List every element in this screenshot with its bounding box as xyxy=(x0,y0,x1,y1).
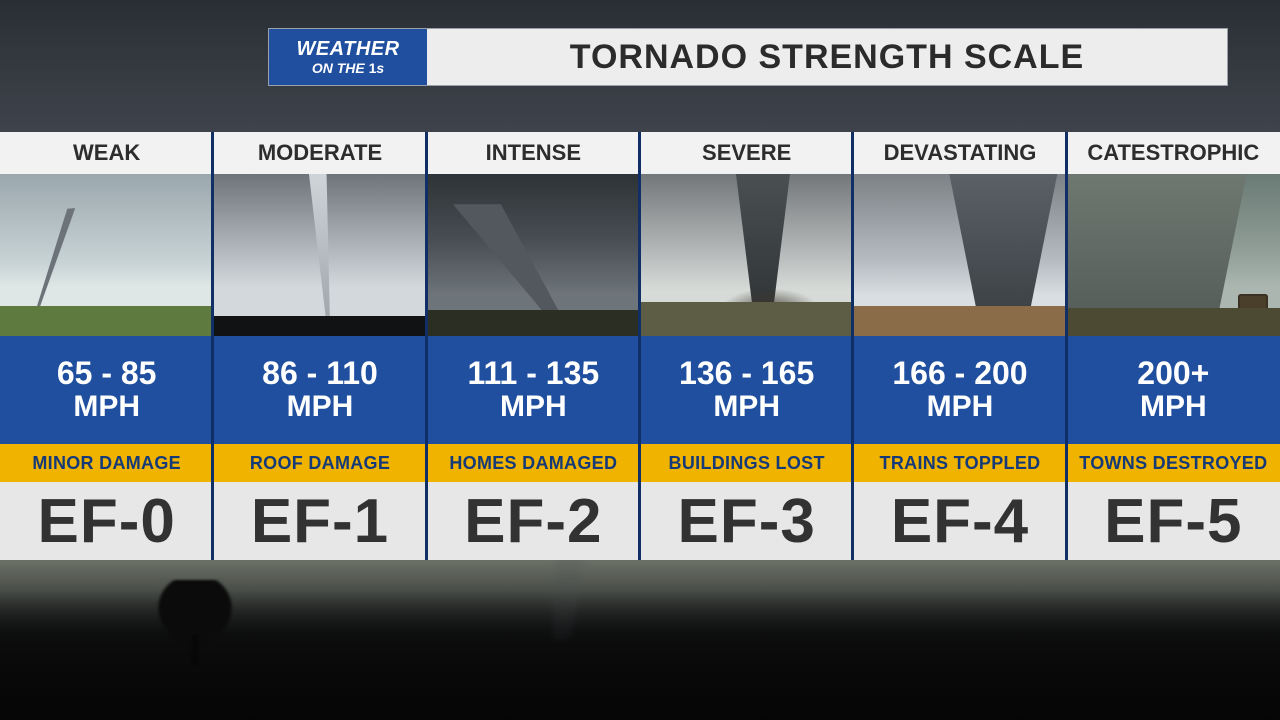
ef-rating: EF-2 xyxy=(427,482,640,560)
tornado-photo xyxy=(427,174,640,336)
tornado-photo xyxy=(213,174,426,336)
damage-label: TRAINS TOPPLED xyxy=(853,444,1066,482)
tornado-photo xyxy=(640,174,853,336)
brand-line-2: ON THE 1s xyxy=(312,61,384,75)
wind-unit: MPH xyxy=(287,391,354,423)
scale-grid: WEAK 65 - 85 MPH MINOR DAMAGE EF-0 MODER… xyxy=(0,132,1280,560)
wind-speed: 200+ MPH xyxy=(1067,336,1280,444)
column-divider xyxy=(638,132,641,560)
category-label: MODERATE xyxy=(213,132,426,174)
wind-range: 136 - 165 xyxy=(679,357,814,391)
brand-badge: WEATHER ON THE 1s xyxy=(269,29,427,85)
scale-column: WEAK 65 - 85 MPH MINOR DAMAGE EF-0 xyxy=(0,132,213,560)
scale-column: MODERATE 86 - 110 MPH ROOF DAMAGE EF-1 xyxy=(213,132,426,560)
damage-label: BUILDINGS LOST xyxy=(640,444,853,482)
tornado-photo xyxy=(853,174,1066,336)
ef-rating: EF-1 xyxy=(213,482,426,560)
wind-range: 65 - 85 xyxy=(57,357,157,391)
scale-column: CATESTROPHIC 200+ MPH TOWNS DESTROYED EF… xyxy=(1067,132,1280,560)
tornado-photo xyxy=(1067,174,1280,336)
scale-column: INTENSE 111 - 135 MPH HOMES DAMAGED EF-2 xyxy=(427,132,640,560)
graphic-title: TORNADO STRENGTH SCALE xyxy=(427,29,1227,85)
damage-label: HOMES DAMAGED xyxy=(427,444,640,482)
wind-speed: 136 - 165 MPH xyxy=(640,336,853,444)
column-divider xyxy=(1065,132,1068,560)
category-label: DEVASTATING xyxy=(853,132,1066,174)
wind-speed: 65 - 85 MPH xyxy=(0,336,213,444)
ef-rating: EF-5 xyxy=(1067,482,1280,560)
wind-range: 111 - 135 xyxy=(467,357,599,391)
wind-unit: MPH xyxy=(500,391,567,423)
damage-label: MINOR DAMAGE xyxy=(0,444,213,482)
wind-speed: 111 - 135 MPH xyxy=(427,336,640,444)
ef-rating: EF-3 xyxy=(640,482,853,560)
background-tree xyxy=(150,580,240,650)
category-label: SEVERE xyxy=(640,132,853,174)
column-divider xyxy=(851,132,854,560)
scale-column: DEVASTATING 166 - 200 MPH TRAINS TOPPLED… xyxy=(853,132,1066,560)
wind-speed: 166 - 200 MPH xyxy=(853,336,1066,444)
title-bar: WEATHER ON THE 1s TORNADO STRENGTH SCALE xyxy=(268,28,1228,86)
brand-line-2-pre: ON THE xyxy=(312,60,369,76)
wind-unit: MPH xyxy=(927,391,994,423)
wind-unit: MPH xyxy=(1140,391,1207,423)
wind-range: 200+ xyxy=(1137,357,1209,391)
wind-unit: MPH xyxy=(713,391,780,423)
brand-line-1: WEATHER xyxy=(296,39,399,59)
ef-rating: EF-0 xyxy=(0,482,213,560)
column-divider xyxy=(425,132,428,560)
wind-range: 86 - 110 xyxy=(262,357,378,391)
wind-unit: MPH xyxy=(73,391,140,423)
wind-speed: 86 - 110 MPH xyxy=(213,336,426,444)
damage-label: ROOF DAMAGE xyxy=(213,444,426,482)
category-label: CATESTROPHIC xyxy=(1067,132,1280,174)
category-label: WEAK xyxy=(0,132,213,174)
column-divider xyxy=(211,132,214,560)
ef-rating: EF-4 xyxy=(853,482,1066,560)
wind-range: 166 - 200 xyxy=(892,357,1027,391)
brand-line-2-post: s xyxy=(376,60,384,76)
scale-column: SEVERE 136 - 165 MPH BUILDINGS LOST EF-3 xyxy=(640,132,853,560)
category-label: INTENSE xyxy=(427,132,640,174)
tornado-photo xyxy=(0,174,213,336)
damage-label: TOWNS DESTROYED xyxy=(1067,444,1280,482)
